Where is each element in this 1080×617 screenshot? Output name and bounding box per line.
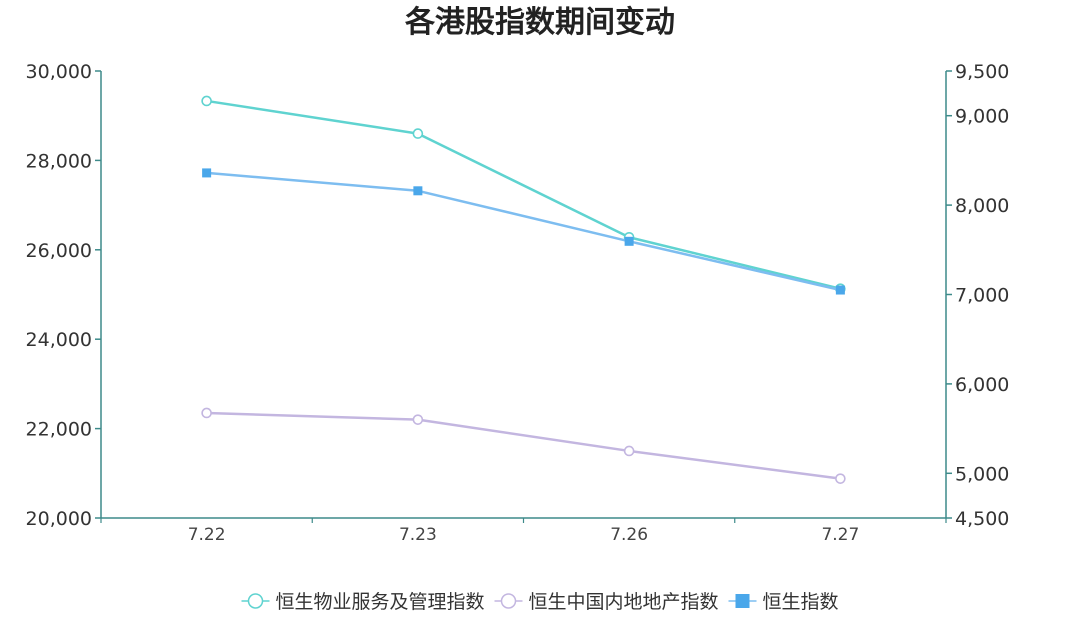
- right-tick-label: 6,000: [955, 374, 1009, 396]
- right-y-axis: 4,500 5,000 6,000 7,000 8,000 9,000 9,500: [945, 61, 1009, 530]
- x-tick-label: 7.23: [399, 525, 437, 545]
- data-point-marker: [201, 407, 212, 419]
- data-point-marker: [202, 168, 212, 178]
- series-line: [206, 411, 841, 480]
- right-tick-label: 9,500: [955, 61, 1009, 83]
- series-line: [206, 171, 841, 292]
- series-line: [206, 99, 841, 290]
- data-point-marker: [413, 186, 423, 196]
- left-tick-label: 30,000: [26, 61, 92, 83]
- left-tick-label: 26,000: [26, 240, 92, 262]
- legend-label: 恒生指数: [763, 591, 839, 613]
- legend-circle-icon: [247, 593, 264, 609]
- data-point-marker: [624, 236, 634, 246]
- data-point-marker: [835, 473, 846, 484]
- legend-label: 恒生中国内地地产指数: [529, 591, 719, 613]
- left-tick-label: 20,000: [26, 508, 92, 530]
- left-tick-label: 24,000: [26, 329, 92, 351]
- legend-item[interactable]: 恒生指数: [728, 591, 839, 613]
- right-tick-label: 8,000: [955, 195, 1009, 217]
- left-tick-label: 28,000: [26, 150, 92, 172]
- legend-item[interactable]: 恒生物业服务及管理指数: [241, 591, 485, 613]
- x-tick-label: 7.27: [821, 525, 859, 545]
- legend-item[interactable]: 恒生中国内地地产指数: [494, 591, 719, 613]
- chart-title: 各港股指数期间变动: [404, 5, 675, 40]
- right-tick-label: 4,500: [955, 508, 1009, 530]
- left-y-axis: 20,000 22,000 24,000 26,000 28,000 30,000: [26, 61, 102, 530]
- data-point-marker: [835, 285, 845, 295]
- right-tick-label: 7,000: [955, 285, 1009, 307]
- legend-label: 恒生物业服务及管理指数: [276, 591, 485, 613]
- left-tick-label: 22,000: [26, 419, 92, 441]
- series-layer: [201, 95, 846, 484]
- legend[interactable]: 恒生物业服务及管理指数 恒生中国内地地产指数 恒生指数: [241, 591, 839, 613]
- data-point-marker: [412, 414, 424, 425]
- x-tick-label: 7.22: [188, 525, 226, 545]
- data-point-marker: [412, 128, 424, 139]
- legend-circle-icon: [500, 593, 517, 609]
- x-tick-label: 7.26: [610, 525, 648, 545]
- legend-square-icon: [735, 594, 750, 608]
- data-point-marker: [201, 95, 212, 107]
- x-axis: 7.22 7.23 7.26 7.27: [100, 517, 947, 545]
- right-tick-label: 5,000: [955, 463, 1009, 485]
- data-point-marker: [623, 445, 635, 457]
- right-tick-label: 9,000: [955, 106, 1009, 128]
